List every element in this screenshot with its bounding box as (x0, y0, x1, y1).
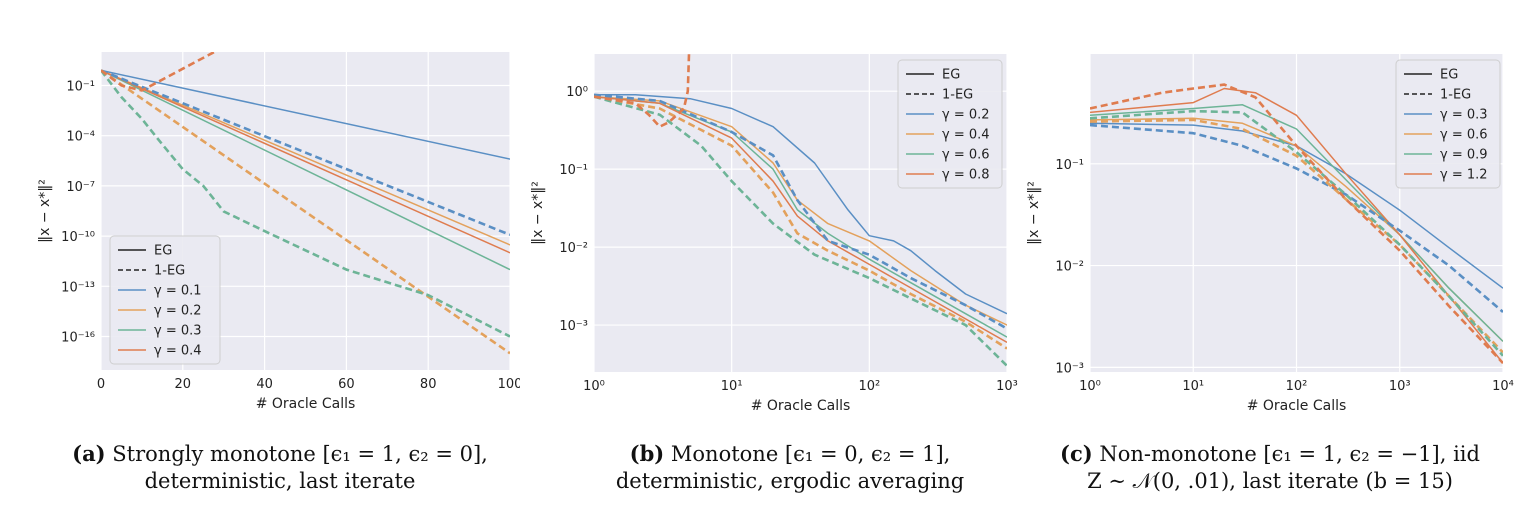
series-line-b-5 (594, 95, 1007, 350)
y-tick-label: 10⁻² (1055, 260, 1084, 275)
y-tick-label: 10⁻¹ (559, 163, 588, 178)
legend-label: γ = 0.1 (154, 284, 202, 299)
y-axis-label: ‖x − x*‖² (530, 181, 546, 245)
y-tick-label: 10⁻¹³ (61, 280, 95, 295)
y-axis-label: ‖x − x*‖² (1026, 181, 1042, 245)
series-line-b-4 (594, 93, 1007, 330)
series-line-b-3 (594, 95, 1007, 344)
y-tick-label: 10⁻⁷ (66, 180, 95, 195)
legend-label: EG (154, 244, 172, 259)
x-axis-label: # Oracle Calls (1247, 398, 1347, 414)
legend-label: γ = 0.4 (154, 344, 202, 359)
chart-panel-c: 10⁰ 10¹ 10² 10³ 10⁴ 10⁻³ 10⁻² 10⁻¹ # Oracle Call… (1020, 0, 1540, 430)
caption-c-label: (c) (1060, 441, 1093, 466)
caption-b-line2: deterministic, ergodic averaging (615, 469, 965, 493)
y-tick-label: 10⁻¹⁶ (61, 331, 95, 346)
x-tick-label: 10¹ (721, 379, 743, 394)
chart-panel-a: 0 20 40 60 80 100 10⁻¹⁶ 10⁻¹³ 10⁻¹⁰ 10⁻⁷ 10⁻⁴ 10⁻¹ #… (0, 0, 520, 430)
x-tick-label: 20 (175, 377, 192, 392)
x-tick-label: 10⁴ (1492, 379, 1514, 394)
legend-label: EG (942, 68, 960, 83)
legend-label: γ = 0.3 (1440, 108, 1488, 123)
x-tick-label: 100 (498, 377, 520, 392)
y-axis-label: ‖x − x*‖² (37, 179, 53, 243)
y-tick-label: 10⁻¹ (66, 79, 95, 94)
x-tick-label: 80 (420, 377, 437, 392)
legend-label: γ = 0.4 (942, 128, 990, 143)
caption-c: (c) Non-monotone [ϵ₁ = 1, ϵ₂ = −1], iid … (1020, 440, 1520, 495)
y-tick-label: 10⁻¹⁰ (61, 230, 95, 245)
y-tick-label: 10⁻⁴ (66, 130, 95, 145)
y-tick-label: 10⁻² (559, 241, 588, 256)
series-line-b-7 (594, 54, 691, 128)
x-tick-label: 40 (256, 377, 273, 392)
legend-label: γ = 0.6 (1440, 128, 1488, 143)
series-line-c-7 (1090, 83, 1503, 364)
series-line-a-6 (101, 69, 510, 338)
caption-b-label: (b) (629, 441, 665, 466)
series-line-b-6 (594, 95, 1007, 367)
y-tick-label: 10⁻¹ (1055, 158, 1084, 173)
series-line-a-1 (101, 69, 510, 246)
y-tick-label: 10⁰ (566, 85, 588, 100)
legend-label: EG (1440, 68, 1458, 83)
x-tick-label: 10¹ (1182, 379, 1204, 394)
series-line-c-3 (1090, 87, 1503, 364)
x-tick-label: 10² (1286, 379, 1308, 394)
series-line-a-4 (101, 69, 510, 237)
x-tick-label: 60 (338, 377, 355, 392)
series-line-a-0 (101, 69, 510, 160)
series-line-a-3 (101, 69, 510, 254)
caption-a-label: (a) (72, 441, 106, 466)
legend-box (1395, 59, 1501, 189)
x-axis-label: # Oracle Calls (256, 396, 356, 412)
caption-c-line2: Z ∼ 𝒩(0, .01), last iterate (b = 15) (1087, 469, 1453, 493)
series-line-c-4 (1090, 123, 1503, 313)
legend-label: γ = 0.8 (942, 168, 990, 183)
series-line-c-0 (1090, 122, 1503, 289)
series-line-b-0 (594, 94, 1007, 315)
legend-label: γ = 0.9 (1440, 148, 1488, 163)
chart-panel-b: 10⁰ 10¹ 10² 10³ 10⁻³ 10⁻² 10⁻¹ 10⁰ # Oracle Call… (520, 0, 1020, 430)
x-tick-label: 0 (97, 377, 105, 392)
legend-label: 1-EG (154, 264, 185, 279)
x-tick-label: 10⁰ (583, 379, 605, 394)
legend-box (109, 235, 221, 365)
legend-label: γ = 1.2 (1440, 168, 1488, 183)
x-tick-label: 10² (858, 379, 880, 394)
series-line-a-2 (101, 69, 510, 271)
chart-a-svg: 0 20 40 60 80 100 10⁻¹⁶ 10⁻¹³ 10⁻¹⁰ 10⁻⁷ 10⁻⁴ 10⁻¹ #… (37, 52, 520, 412)
series-line-c-6 (1090, 109, 1503, 357)
series-line-a-5 (101, 69, 510, 355)
caption-a-line2: deterministic, last iterate (144, 469, 416, 493)
series-line-c-5 (1090, 118, 1503, 354)
caption-b-line1: Monotone [ϵ₁ = 0, ϵ₂ = 1], (664, 442, 951, 466)
chart-b-svg: 10⁰ 10¹ 10² 10³ 10⁻³ 10⁻² 10⁻¹ 10⁰ # Oracle Call… (530, 54, 1018, 414)
y-tick-label: 10⁻³ (559, 319, 588, 334)
y-tick-label: 10⁻³ (1055, 361, 1084, 376)
caption-b: (b) Monotone [ϵ₁ = 0, ϵ₂ = 1], determini… (520, 440, 1060, 495)
series-line-a-7 (101, 52, 218, 92)
x-tick-label: 10³ (1389, 379, 1411, 394)
legend-label: 1-EG (942, 88, 973, 103)
x-tick-label: 10⁰ (1079, 379, 1101, 394)
x-axis-label: # Oracle Calls (751, 398, 851, 414)
legend-label: γ = 0.2 (942, 108, 990, 123)
x-tick-label: 10³ (996, 379, 1018, 394)
legend-label: γ = 0.3 (154, 324, 202, 339)
legend-label: γ = 0.2 (154, 304, 202, 319)
legend-label: γ = 0.6 (942, 148, 990, 163)
caption-a: (a) Strongly monotone [ϵ₁ = 1, ϵ₂ = 0], … (20, 440, 540, 495)
legend-box (897, 59, 1003, 189)
series-line-b-1 (594, 95, 1007, 326)
series-line-c-2 (1090, 104, 1503, 342)
caption-a-line1: Strongly monotone [ϵ₁ = 1, ϵ₂ = 0], (105, 442, 488, 466)
caption-c-line1: Non-monotone [ϵ₁ = 1, ϵ₂ = −1], iid (1092, 442, 1480, 466)
chart-c-svg: 10⁰ 10¹ 10² 10³ 10⁴ 10⁻³ 10⁻² 10⁻¹ # Oracle Call… (1026, 54, 1514, 414)
legend-label: 1-EG (1440, 88, 1471, 103)
